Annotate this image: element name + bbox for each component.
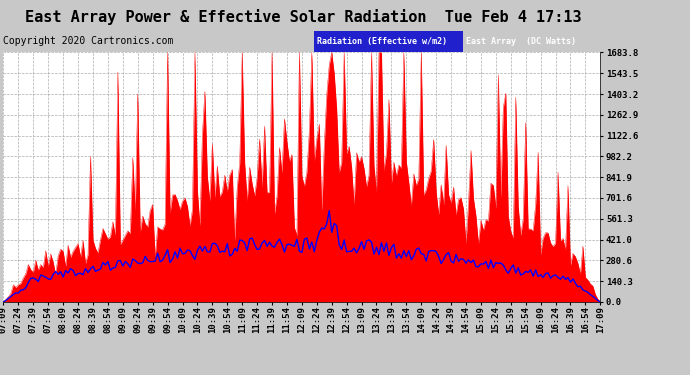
Text: Copyright 2020 Cartronics.com: Copyright 2020 Cartronics.com — [3, 36, 174, 46]
Bar — [314, 31, 463, 52]
Text: Radiation (Effective w/m2): Radiation (Effective w/m2) — [317, 37, 447, 46]
Text: East Array  (DC Watts): East Array (DC Watts) — [466, 37, 575, 46]
Text: East Array Power & Effective Solar Radiation  Tue Feb 4 17:13: East Array Power & Effective Solar Radia… — [26, 9, 582, 26]
